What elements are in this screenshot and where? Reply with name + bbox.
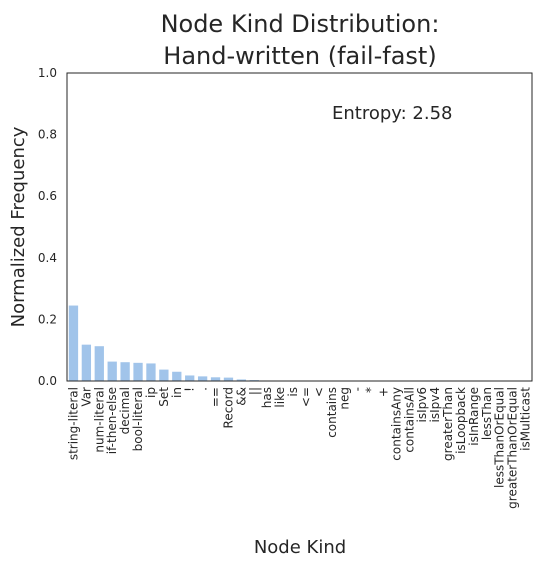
y-tick-label: 0.2 bbox=[38, 312, 57, 326]
bar-2 bbox=[94, 346, 104, 381]
x-tick-label: lessThan bbox=[480, 387, 494, 440]
x-tick-label: in bbox=[170, 387, 184, 398]
bars-group bbox=[68, 305, 531, 381]
x-tick-label: + bbox=[376, 387, 390, 397]
x-ticks-group: string-literalVarnum-literalif-then-else… bbox=[66, 387, 532, 509]
x-tick-label: - bbox=[351, 387, 365, 391]
entropy-annotation: Entropy: 2.58 bbox=[332, 103, 453, 124]
y-tick-label: 1.0 bbox=[38, 66, 57, 80]
bar-7 bbox=[159, 369, 169, 381]
bar-11 bbox=[210, 377, 221, 381]
x-tick-label: isIpv4 bbox=[428, 387, 442, 422]
x-tick-label: greaterThan bbox=[441, 387, 455, 461]
bar-4 bbox=[120, 362, 130, 381]
bar-13 bbox=[236, 379, 247, 381]
x-tick-label: . bbox=[196, 387, 210, 391]
x-tick-label: like bbox=[273, 387, 287, 408]
x-tick-label: && bbox=[234, 387, 248, 406]
y-tick-label: 0.6 bbox=[38, 189, 57, 203]
x-tick-label: isLoopback bbox=[454, 387, 468, 454]
x-tick-label: Set bbox=[157, 387, 171, 407]
y-tick-label: 0.0 bbox=[38, 374, 57, 388]
x-tick-label: ip bbox=[144, 387, 158, 398]
plot-frame bbox=[66, 72, 533, 382]
bar-3 bbox=[107, 361, 117, 381]
x-tick-label: has bbox=[260, 387, 274, 408]
bar-12 bbox=[223, 377, 234, 381]
bar-1 bbox=[81, 344, 92, 381]
bar-5 bbox=[133, 362, 143, 381]
x-tick-label: Record bbox=[221, 387, 235, 428]
x-tick-label: contains bbox=[325, 387, 339, 438]
x-tick-label: Var bbox=[79, 387, 93, 407]
bar-8 bbox=[172, 371, 182, 381]
x-tick-label: ! bbox=[183, 387, 197, 392]
bar-0 bbox=[68, 305, 79, 381]
x-tick-label: containsAll bbox=[402, 387, 416, 453]
x-tick-label: lessThanOrEqual bbox=[493, 387, 507, 488]
x-tick-label: bool-literal bbox=[131, 387, 145, 451]
bar-9 bbox=[185, 375, 195, 381]
y-ticks-group: 0.0 0.2 0.4 0.6 0.8 1.0 bbox=[38, 66, 57, 388]
x-tick-label: < bbox=[312, 387, 326, 397]
x-tick-label: is bbox=[286, 387, 300, 397]
x-tick-label: <= bbox=[299, 387, 313, 407]
x-axis-label: Node Kind bbox=[254, 537, 346, 558]
x-tick-label: string-literal bbox=[66, 387, 80, 460]
y-tick-label: 0.8 bbox=[38, 128, 57, 142]
x-tick-label: || bbox=[247, 387, 261, 395]
chart-title-line1: Node Kind Distribution: bbox=[161, 10, 440, 38]
x-tick-label: neg bbox=[338, 387, 352, 410]
x-tick-label: if-then-else bbox=[105, 387, 119, 454]
x-tick-label: containsAny bbox=[389, 387, 403, 461]
y-axis-label: Normalized Frequency bbox=[8, 126, 29, 327]
x-tick-label: isIpv6 bbox=[415, 387, 429, 422]
x-tick-label: isMulticast bbox=[519, 387, 533, 451]
x-tick-label: == bbox=[209, 387, 223, 407]
y-tick-label: 0.4 bbox=[38, 251, 57, 265]
x-tick-label: isInRange bbox=[467, 387, 481, 446]
bar-10 bbox=[197, 376, 208, 381]
bar-6 bbox=[146, 363, 156, 381]
x-tick-label: num-literal bbox=[92, 387, 106, 453]
x-tick-label: decimal bbox=[118, 387, 132, 434]
chart-title-line2: Hand-written (fail-fast) bbox=[163, 42, 436, 70]
x-tick-label: * bbox=[364, 387, 378, 393]
x-tick-label: greaterThanOrEqual bbox=[506, 387, 520, 509]
